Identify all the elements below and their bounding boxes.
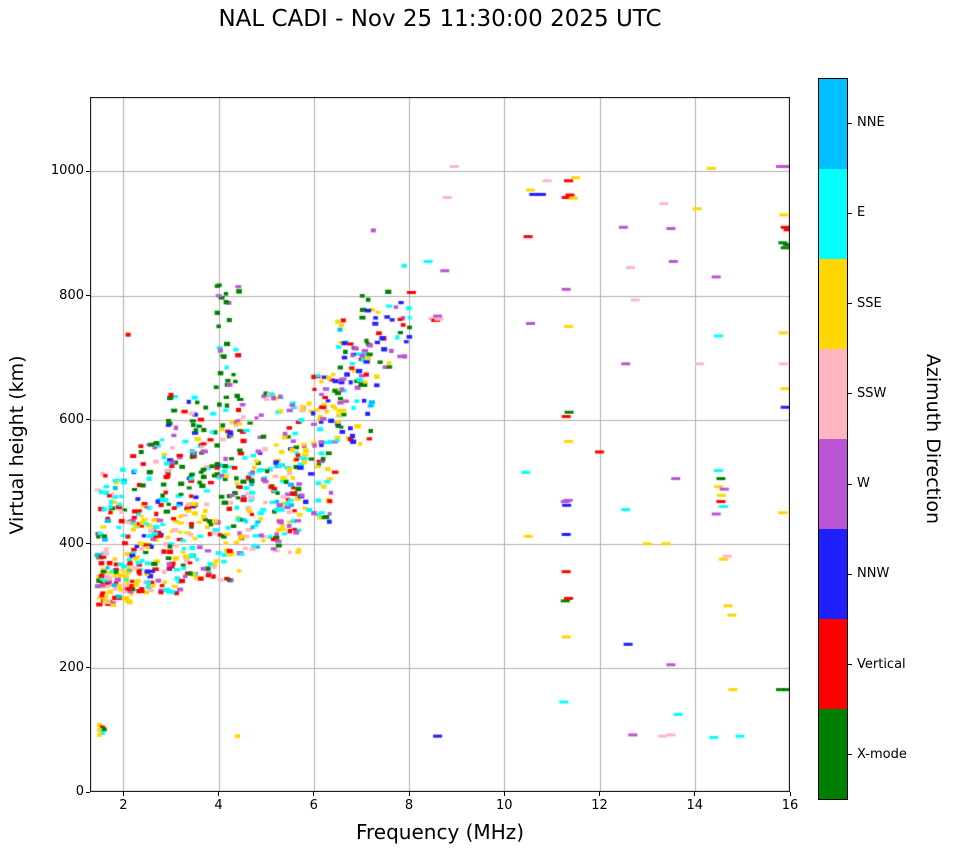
chart-title: NAL CADI - Nov 25 11:30:00 2025 UTC: [218, 6, 662, 32]
x-tick-mark: [122, 792, 124, 796]
x-tick-label: 2: [119, 798, 128, 813]
colorbar-segment-x-mode: [819, 709, 847, 799]
x-axis-label: Frequency (MHz): [355, 820, 525, 844]
colorbar-tick-mark: [848, 573, 852, 575]
y-tick-mark: [86, 667, 90, 669]
colorbar-segment-nnw: [819, 529, 847, 619]
colorbar: [818, 78, 848, 800]
colorbar-segment-vertical: [819, 619, 847, 709]
x-tick-label: 10: [496, 798, 513, 813]
colorbar-segment-ssw: [819, 349, 847, 439]
y-tick-mark: [86, 170, 90, 172]
x-tick-label: 16: [781, 798, 799, 813]
colorbar-tick-mark: [848, 754, 852, 756]
x-tick-mark: [218, 792, 220, 796]
colorbar-segment-nne: [819, 79, 847, 169]
x-tick-label: 12: [591, 798, 608, 813]
y-axis-label: Virtual height (km): [6, 355, 28, 535]
colorbar-label-w: W: [857, 476, 870, 492]
colorbar-tick-mark: [848, 122, 852, 124]
x-tick-mark: [408, 792, 410, 796]
colorbar-label-vertical: Vertical: [857, 656, 906, 672]
colorbar-tick-mark: [848, 393, 852, 395]
y-tick-mark: [86, 791, 90, 793]
y-tick-mark: [86, 419, 90, 421]
x-tick-label: 8: [404, 798, 414, 813]
colorbar-tick-mark: [848, 303, 852, 305]
x-tick-label: 6: [309, 798, 318, 813]
y-tick-label: 0: [75, 784, 84, 799]
y-tick-label: 400: [59, 535, 84, 551]
colorbar-tick-mark: [848, 483, 852, 485]
x-tick-label: 14: [686, 798, 704, 813]
colorbar-tick-mark: [848, 212, 852, 214]
colorbar-label-nnw: NNW: [857, 566, 890, 582]
y-tick-mark: [86, 543, 90, 545]
colorbar-label-x-mode: X-mode: [857, 746, 907, 762]
colorbar-segment-w: [819, 439, 847, 529]
y-tick-label: 800: [59, 287, 84, 303]
y-tick-label: 1000: [50, 163, 84, 179]
x-tick-mark: [694, 792, 696, 796]
x-tick-mark: [789, 792, 791, 796]
colorbar-segment-e: [819, 169, 847, 259]
colorbar-segment-sse: [819, 259, 847, 349]
x-tick-mark: [599, 792, 601, 796]
colorbar-tick-mark: [848, 664, 852, 666]
x-tick-label: 4: [214, 798, 223, 813]
colorbar-label-nne: NNE: [857, 115, 885, 131]
x-tick-mark: [503, 792, 505, 796]
colorbar-title: Azimuth Direction: [922, 353, 944, 525]
colorbar-label-e: E: [857, 205, 866, 221]
y-tick-label: 600: [59, 411, 84, 427]
x-tick-mark: [313, 792, 315, 796]
colorbar-label-ssw: SSW: [857, 385, 887, 401]
y-tick-mark: [86, 295, 90, 297]
y-tick-label: 200: [59, 659, 84, 675]
plot-area: [90, 97, 790, 792]
colorbar-label-sse: SSE: [857, 295, 882, 311]
